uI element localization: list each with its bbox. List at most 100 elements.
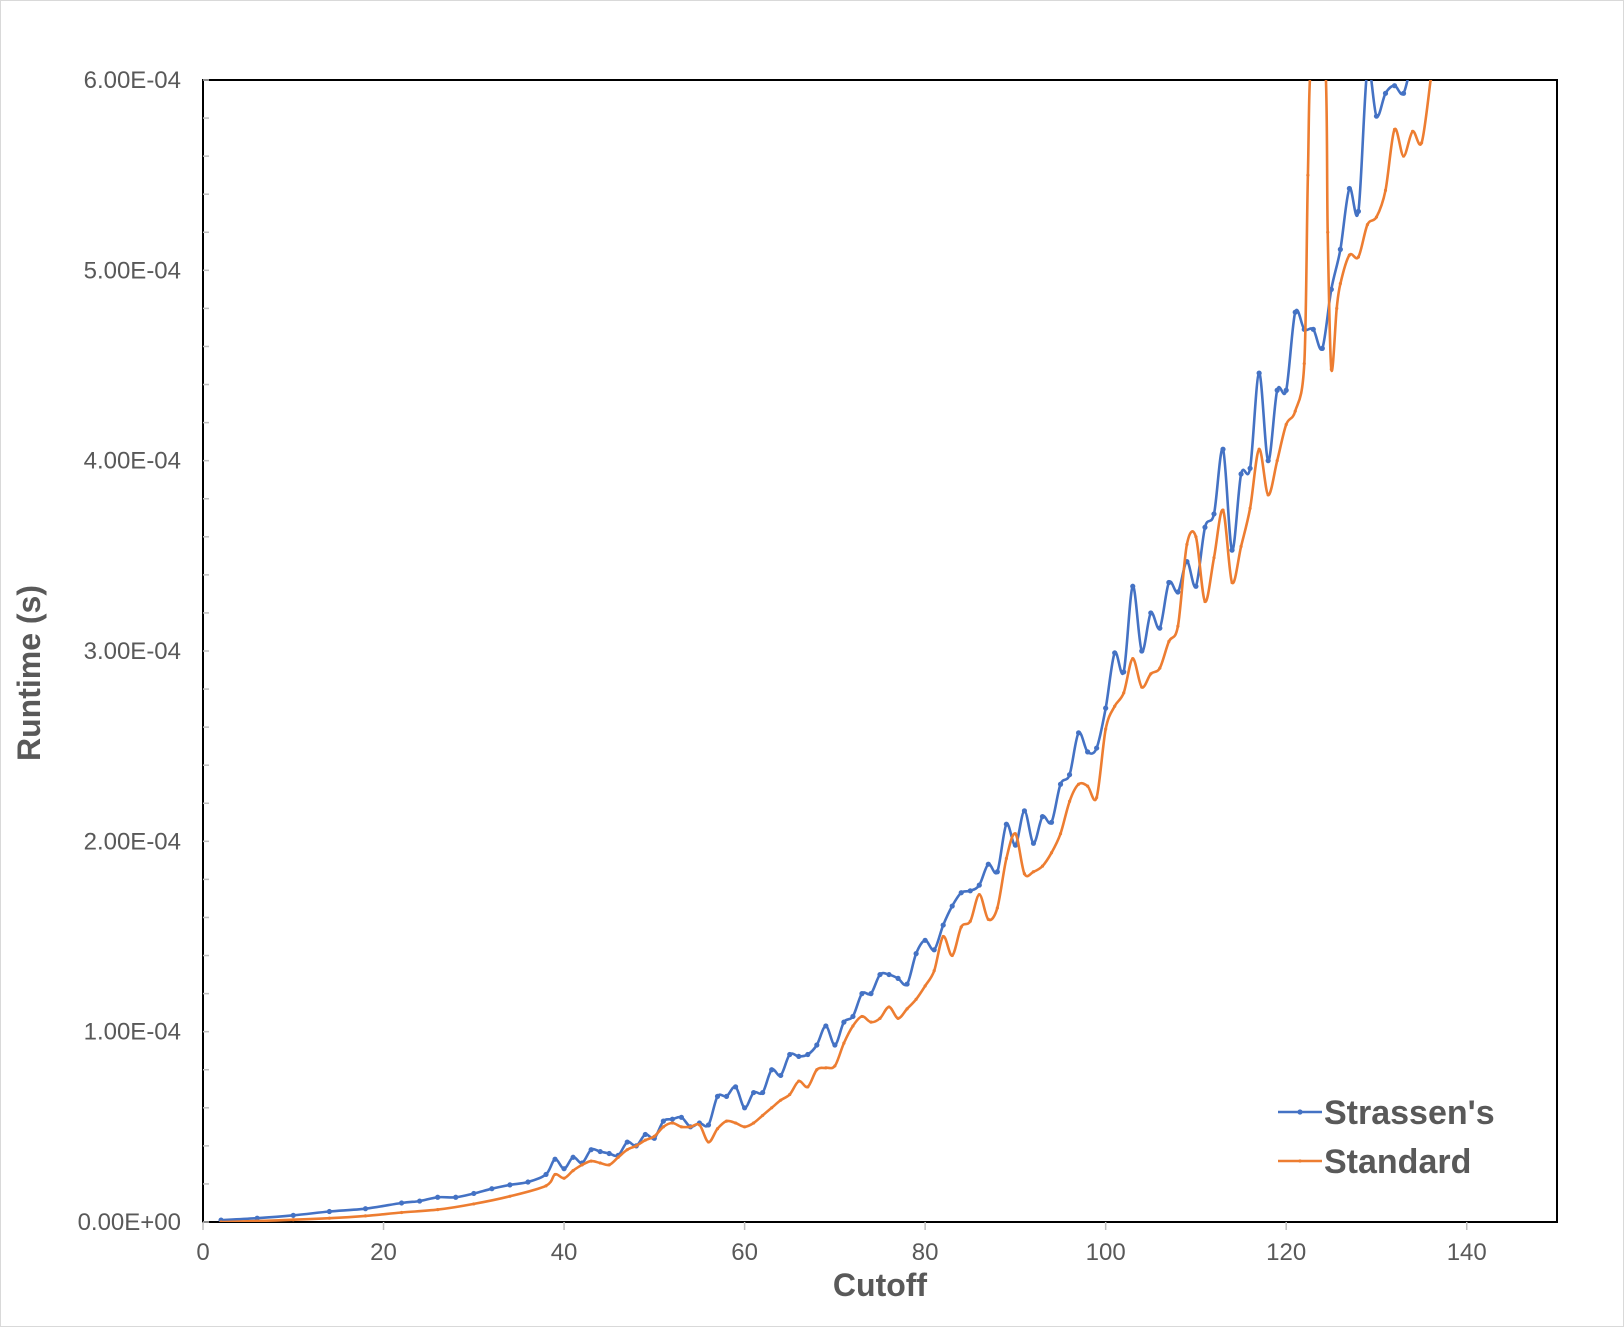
data-point-standard	[1257, 447, 1261, 451]
data-point-standard	[1058, 832, 1063, 836]
data-point-strassen-s	[1310, 326, 1316, 332]
data-point-standard	[1329, 367, 1333, 371]
data-point-standard	[1221, 508, 1225, 512]
data-point-strassen-s	[796, 1053, 802, 1060]
data-point-standard	[1040, 864, 1045, 868]
data-point-strassen-s	[994, 869, 1000, 875]
data-point-standard	[643, 1138, 647, 1142]
data-point-standard	[1284, 422, 1288, 427]
data-point-standard	[1275, 459, 1279, 463]
data-point-strassen-s	[1039, 813, 1046, 820]
data-point-strassen-s	[606, 1150, 612, 1157]
data-point-standard	[1194, 535, 1198, 539]
data-point-standard	[706, 1140, 711, 1144]
data-point-strassen-s	[1283, 387, 1289, 393]
data-point-standard	[255, 1219, 259, 1222]
data-point-strassen-s	[570, 1154, 576, 1160]
data-point-standard	[1104, 727, 1108, 731]
data-point-strassen-s	[326, 1208, 332, 1215]
data-point-standard	[1086, 784, 1090, 788]
data-point-standard	[1401, 154, 1406, 158]
series-layer	[218, 59, 1433, 1222]
data-point-strassen-s	[841, 1019, 847, 1025]
data-point-standard	[851, 1024, 855, 1028]
data-point-standard	[1149, 672, 1153, 676]
data-point-strassen-s	[886, 971, 892, 978]
data-point-standard	[1167, 639, 1171, 644]
data-point-standard	[806, 1085, 810, 1089]
data-point-strassen-s	[1012, 842, 1019, 848]
data-point-standard	[1374, 215, 1379, 219]
data-point-standard	[815, 1068, 819, 1072]
series-line-strassen-s	[221, 80, 1409, 1222]
data-point-standard	[842, 1041, 846, 1045]
data-point-strassen-s	[732, 1084, 739, 1090]
data-point-strassen-s	[1256, 370, 1262, 376]
data-point-standard	[1113, 704, 1117, 708]
data-point-standard	[959, 925, 963, 929]
data-point-standard	[436, 1208, 440, 1212]
data-point-standard	[1306, 173, 1310, 177]
data-point-strassen-s	[868, 991, 874, 997]
data-point-standard	[670, 1121, 674, 1125]
data-point-standard	[363, 1214, 368, 1218]
data-point-strassen-s	[714, 1093, 721, 1099]
data-point-strassen-s	[1202, 524, 1208, 530]
data-point-strassen-s	[1057, 781, 1064, 787]
data-point-standard	[1140, 685, 1144, 689]
data-point-standard	[1310, 59, 1313, 62]
data-point-standard	[508, 1194, 512, 1198]
data-point-standard	[869, 1020, 873, 1024]
data-point-strassen-s	[895, 975, 901, 981]
data-point-standard	[986, 917, 990, 921]
data-point-strassen-s	[705, 1122, 712, 1128]
data-point-strassen-s	[1066, 772, 1073, 778]
data-point-strassen-s	[723, 1093, 730, 1099]
data-point-strassen-s	[1175, 589, 1181, 595]
data-point-standard	[1248, 506, 1252, 510]
legend-label: Standard	[1324, 1143, 1471, 1181]
data-point-strassen-s	[1337, 246, 1343, 252]
data-point-standard	[1095, 795, 1099, 800]
data-point-strassen-s	[1103, 705, 1109, 711]
data-point-standard	[761, 1113, 765, 1118]
x-tick-label: 140	[1447, 1239, 1487, 1266]
data-point-strassen-s	[1094, 745, 1100, 751]
data-point-standard	[1004, 856, 1008, 861]
data-point-strassen-s	[1211, 511, 1217, 517]
x-tick-label: 100	[1086, 1239, 1126, 1266]
data-point-strassen-s	[678, 1114, 685, 1120]
data-point-standard	[914, 997, 918, 1001]
data-point-standard	[905, 1007, 909, 1011]
data-point-standard	[1347, 253, 1351, 257]
legend-marker	[1298, 1159, 1302, 1163]
data-point-standard	[1356, 255, 1361, 259]
data-point-standard	[1293, 409, 1297, 413]
data-point-standard	[679, 1125, 684, 1129]
data-point-standard	[1266, 493, 1270, 497]
y-tick-label: 0.00E+00	[78, 1209, 181, 1236]
data-point-standard	[697, 1123, 702, 1127]
data-point-standard	[878, 1016, 882, 1020]
data-point-strassen-s	[1382, 90, 1389, 96]
data-point-strassen-s	[1247, 465, 1253, 471]
y-tick-label: 4.00E-04	[84, 448, 181, 475]
data-point-strassen-s	[1075, 730, 1082, 736]
data-point-standard	[1365, 223, 1370, 227]
data-point-strassen-s	[922, 937, 928, 943]
data-point-standard	[661, 1125, 665, 1129]
data-point-strassen-s	[1021, 808, 1028, 814]
data-point-standard	[1338, 282, 1342, 286]
data-point-strassen-s	[290, 1212, 296, 1218]
data-point-standard	[1131, 657, 1135, 661]
data-point-strassen-s	[859, 991, 865, 997]
data-point-strassen-s	[1003, 821, 1009, 827]
data-point-standard	[291, 1218, 295, 1222]
data-point-strassen-s	[976, 882, 982, 888]
data-point-standard	[562, 1176, 566, 1180]
data-point-strassen-s	[453, 1194, 459, 1200]
data-point-strassen-s	[642, 1131, 648, 1138]
data-point-strassen-s	[1229, 547, 1235, 553]
data-point-strassen-s	[1220, 446, 1226, 452]
data-point-strassen-s	[543, 1171, 549, 1178]
